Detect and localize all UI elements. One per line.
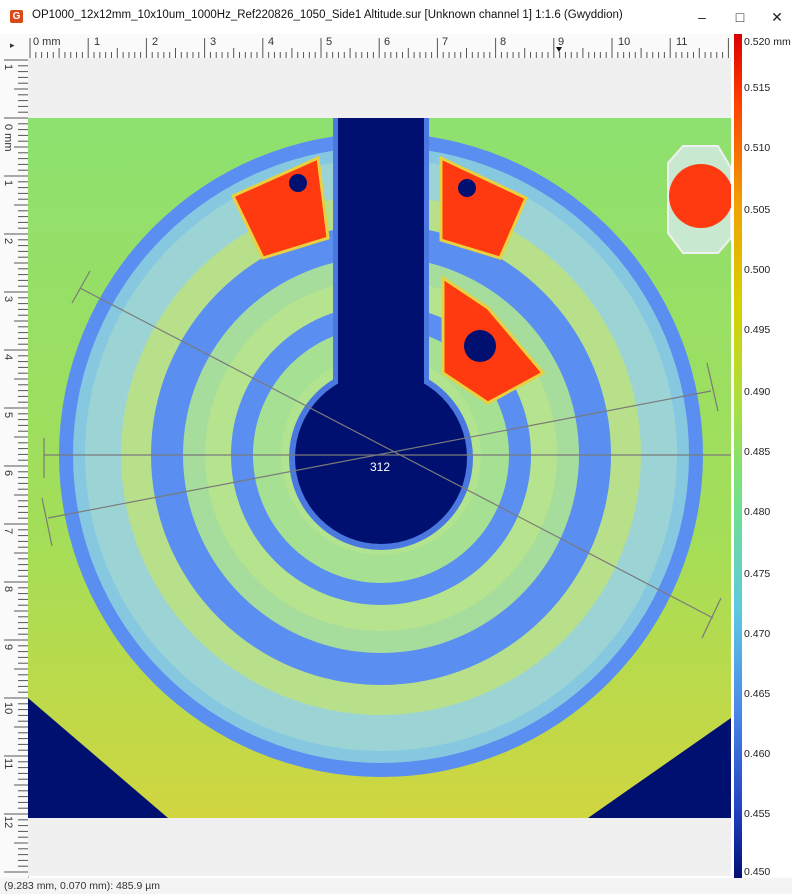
scale-label-13: 0.455 bbox=[744, 808, 771, 820]
vruler-label-1: 1 bbox=[2, 180, 14, 187]
scale-label-3: 0.505 bbox=[744, 204, 771, 216]
measure-line-diagonal-down[interactable] bbox=[79, 287, 714, 619]
hruler-label-2: 2 bbox=[152, 36, 159, 48]
scale-label-7: 0.485 bbox=[744, 446, 771, 458]
scale-label-4: 0.500 bbox=[744, 264, 771, 276]
vruler-label-top: 1 bbox=[2, 64, 14, 71]
scale-label-9: 0.475 bbox=[744, 568, 771, 580]
vruler-label-0: 0 mm bbox=[2, 124, 14, 152]
scale-label-10: 0.470 bbox=[744, 628, 771, 640]
vruler-label-2: 2 bbox=[2, 238, 14, 245]
measurement-label: 312 bbox=[370, 460, 390, 474]
measure-line-diagonal-up[interactable] bbox=[47, 390, 712, 519]
false-color-scale bbox=[734, 34, 742, 880]
scale-label-8: 0.480 bbox=[744, 506, 771, 518]
cursor-marker-icon bbox=[556, 47, 562, 52]
hruler-label-6: 6 bbox=[384, 36, 391, 48]
scale-label-5: 0.495 bbox=[744, 324, 771, 336]
vruler-label-12: 12 bbox=[2, 816, 14, 829]
hruler-label-3: 3 bbox=[210, 36, 217, 48]
corner-low-right bbox=[588, 718, 731, 818]
hruler-label-5: 5 bbox=[326, 36, 333, 48]
scale-label-14: 0.450 bbox=[744, 866, 771, 878]
title-bar: G OP1000_12x12mm_10x10um_1000Hz_Ref22082… bbox=[0, 0, 792, 34]
status-bar: (9.283 mm, 0.070 mm): 485.9 µm bbox=[0, 878, 792, 894]
scale-label-2: 0.510 bbox=[744, 142, 771, 154]
scale-label-6: 0.490 bbox=[744, 386, 771, 398]
ruler-menu-icon[interactable]: ▸ bbox=[10, 40, 15, 50]
measure-endcap-bottom-right bbox=[701, 597, 722, 639]
measure-endcap-top-right bbox=[706, 362, 719, 412]
vruler-label-7: 7 bbox=[2, 528, 14, 535]
close-button[interactable]: ✕ bbox=[771, 9, 783, 25]
scale-label-1: 0.515 bbox=[744, 82, 771, 94]
vruler-label-4: 4 bbox=[2, 354, 14, 361]
scale-label-0: 0.520 mm bbox=[744, 36, 791, 48]
data-view-canvas[interactable]: 312 bbox=[28, 58, 731, 876]
measure-endcap-bottom-left bbox=[41, 497, 53, 547]
window-title: OP1000_12x12mm_10x10um_1000Hz_Ref220826_… bbox=[32, 9, 623, 21]
center-slot bbox=[338, 118, 424, 418]
ruler-corner: ▸ bbox=[0, 34, 28, 58]
height-map-image[interactable]: 312 bbox=[28, 58, 731, 876]
hruler-label-4: 4 bbox=[268, 36, 275, 48]
scale-label-11: 0.465 bbox=[744, 688, 771, 700]
vruler-label-5: 5 bbox=[2, 412, 14, 419]
horizontal-ruler: 0 mm 1 2 3 4 5 6 7 8 9 10 11 bbox=[28, 34, 731, 59]
scale-label-12: 0.460 bbox=[744, 748, 771, 760]
vruler-label-8: 8 bbox=[2, 586, 14, 593]
pad-hole-top-left bbox=[289, 174, 307, 192]
maximize-button[interactable]: □ bbox=[735, 9, 745, 25]
vruler-label-10: 10 bbox=[2, 702, 14, 715]
hruler-label-7: 7 bbox=[442, 36, 449, 48]
hruler-label-11: 11 bbox=[676, 36, 688, 48]
vertical-ruler: 1 0 mm 1 2 3 4 5 6 7 8 9 10 11 12 bbox=[0, 58, 29, 878]
hruler-label-9: 9 bbox=[558, 36, 565, 48]
center-hole bbox=[295, 372, 467, 544]
gwyddion-app-icon: G bbox=[10, 10, 23, 23]
pad-hole-top-right bbox=[458, 179, 476, 197]
pad-hole-right bbox=[464, 330, 496, 362]
hruler-label-10: 10 bbox=[618, 36, 631, 48]
vruler-label-9: 9 bbox=[2, 644, 14, 651]
minimize-button[interactable]: – bbox=[698, 9, 706, 25]
vruler-label-11: 11 bbox=[2, 758, 14, 770]
hruler-label-8: 8 bbox=[500, 36, 507, 48]
measure-endcap-top-left bbox=[71, 270, 91, 304]
hruler-label-0: 0 mm bbox=[33, 36, 61, 48]
hruler-label-1: 1 bbox=[94, 36, 101, 48]
vruler-label-3: 3 bbox=[2, 296, 14, 303]
corner-low-left bbox=[28, 698, 168, 818]
fiducial-marker bbox=[669, 164, 731, 228]
cursor-readout: (9.283 mm, 0.070 mm): 485.9 µm bbox=[4, 880, 161, 892]
horizontal-ruler-ticks bbox=[29, 38, 729, 58]
radial-measurement-lines[interactable] bbox=[41, 270, 731, 639]
vertical-ruler-ticks bbox=[4, 59, 28, 873]
vruler-label-6: 6 bbox=[2, 470, 14, 477]
